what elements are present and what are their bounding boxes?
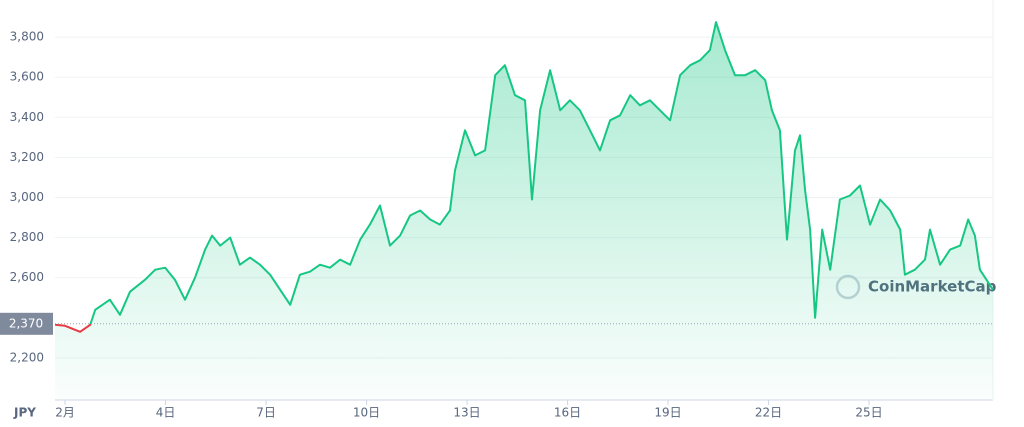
y-tick-label: 3,800 [10, 30, 44, 44]
y-tick-label: 2,600 [10, 270, 44, 284]
x-tick-label: 4日 [156, 406, 176, 420]
x-tick-label: 7日 [256, 406, 276, 420]
y-tick-label: 3,000 [10, 190, 44, 204]
y-tick-label: 3,400 [10, 110, 44, 124]
x-tick-label: 2月 [55, 406, 75, 420]
y-tick-label: 2,800 [10, 230, 44, 244]
x-tick-label: 22日 [755, 406, 782, 420]
x-tick-label: 13日 [453, 406, 480, 420]
x-tick-label: 19日 [654, 406, 681, 420]
y-tick-label: 3,200 [10, 150, 44, 164]
reference-label: 2,370 [9, 316, 43, 330]
x-tick-label: 25日 [855, 406, 882, 420]
area [55, 22, 993, 400]
y-tick-label: 2,200 [10, 350, 44, 364]
x-tick-label: 10日 [353, 406, 380, 420]
x-tick-label: 16日 [554, 406, 581, 420]
y-tick-label: 3,600 [10, 70, 44, 84]
price-line [54, 21, 994, 333]
reference-box [0, 312, 53, 335]
x-axis-label: JPY [13, 406, 36, 420]
